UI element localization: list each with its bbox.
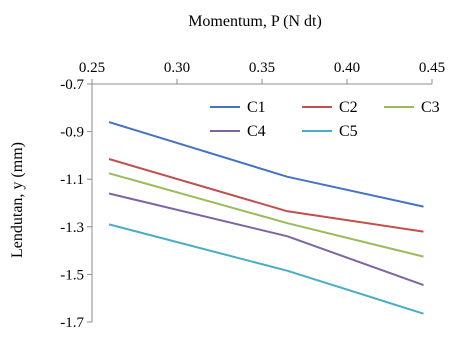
legend-label-c2: C2: [339, 99, 358, 116]
y-tick-label: -1.1: [60, 172, 84, 188]
y-tick-label: -1.7: [60, 315, 84, 331]
series-line-c3: [108, 172, 424, 258]
legend: C1 C2 C3 C4 C5: [210, 99, 440, 140]
y-tick-label: -1.5: [60, 267, 84, 283]
axes: 0.25 0.30 0.35 0.40 0.45 -0.7 -0.9 -1.1 -1.3 -1.5…: [60, 60, 445, 331]
legend-label-c5: C5: [339, 123, 358, 140]
y-axis-title: Lendutan, y (mm): [9, 142, 26, 258]
legend-label-c1: C1: [247, 99, 266, 116]
x-tick-label: 0.30: [164, 60, 190, 76]
x-tick-label: 0.45: [419, 60, 445, 76]
series-line-c4: [108, 192, 424, 287]
y-tick-label: -0.7: [60, 77, 84, 93]
y-tick-label: -1.3: [60, 220, 84, 236]
y-tick-label: -0.9: [60, 125, 84, 141]
series-line-c2: [108, 158, 424, 233]
series-line-c5: [108, 223, 424, 315]
legend-label-c4: C4: [247, 123, 266, 140]
x-axis-title: Momentum, P (N dt): [188, 13, 322, 30]
series-layer: [108, 121, 424, 315]
legend-label-c3: C3: [421, 99, 440, 116]
x-tick-label: 0.40: [334, 60, 360, 76]
series-line-c1: [108, 121, 424, 208]
x-tick-label: 0.25: [79, 60, 105, 76]
x-tick-label: 0.35: [249, 60, 275, 76]
